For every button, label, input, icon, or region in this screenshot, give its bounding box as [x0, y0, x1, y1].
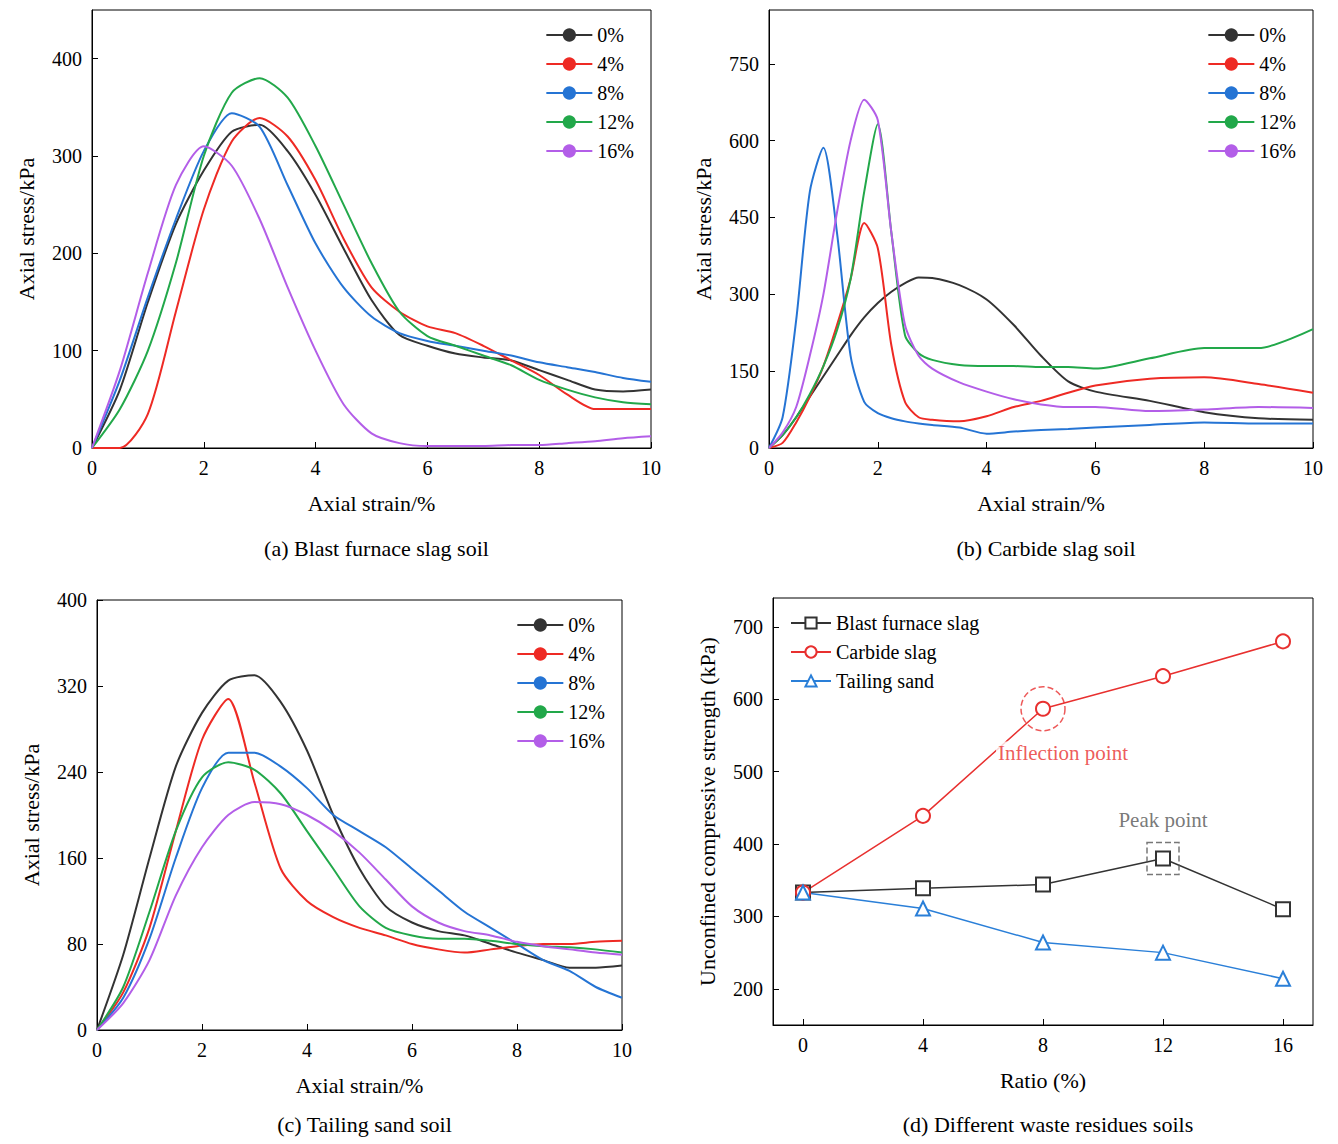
svg-text:600: 600 [733, 688, 763, 710]
svg-text:0: 0 [77, 1019, 87, 1041]
svg-text:(b) Carbide slag soil: (b) Carbide slag soil [956, 536, 1135, 561]
svg-text:6: 6 [407, 1039, 417, 1061]
svg-text:200: 200 [52, 242, 82, 264]
svg-text:(c) Tailing sand soil: (c) Tailing sand soil [277, 1112, 452, 1137]
svg-text:0%: 0% [597, 24, 624, 46]
svg-text:0: 0 [764, 457, 774, 479]
svg-text:10: 10 [1303, 457, 1323, 479]
svg-text:12: 12 [1153, 1034, 1173, 1056]
svg-text:Peak point: Peak point [1118, 808, 1207, 832]
svg-text:6: 6 [1090, 457, 1100, 479]
svg-text:300: 300 [52, 145, 82, 167]
svg-text:4: 4 [311, 457, 321, 479]
svg-text:Axial strain/%: Axial strain/% [296, 1073, 424, 1098]
svg-text:Axial stress/kPa: Axial stress/kPa [14, 158, 39, 301]
svg-text:80: 80 [67, 933, 87, 955]
svg-text:400: 400 [57, 589, 87, 611]
svg-text:Blast furnace slag: Blast furnace slag [836, 612, 979, 635]
svg-text:10: 10 [641, 457, 661, 479]
svg-text:16: 16 [1273, 1034, 1293, 1056]
svg-text:8%: 8% [1259, 82, 1286, 104]
svg-text:8: 8 [1199, 457, 1209, 479]
svg-text:Axial strain/%: Axial strain/% [977, 491, 1105, 516]
svg-text:320: 320 [57, 675, 87, 697]
svg-text:600: 600 [729, 130, 759, 152]
svg-text:0%: 0% [1259, 24, 1286, 46]
svg-text:Axial stress/kPa: Axial stress/kPa [19, 744, 44, 887]
svg-text:12%: 12% [597, 111, 634, 133]
svg-text:200: 200 [733, 978, 763, 1000]
svg-text:4%: 4% [597, 53, 624, 75]
svg-text:400: 400 [733, 833, 763, 855]
svg-text:4%: 4% [1259, 53, 1286, 75]
svg-text:100: 100 [52, 340, 82, 362]
svg-text:300: 300 [733, 905, 763, 927]
svg-text:300: 300 [729, 283, 759, 305]
svg-text:8%: 8% [568, 672, 595, 694]
svg-text:Unconfined compressive strengt: Unconfined compressive strength (kPa) [695, 637, 720, 986]
svg-text:8%: 8% [597, 82, 624, 104]
svg-text:(a) Blast furnace slag soil: (a) Blast furnace slag soil [264, 536, 489, 561]
svg-text:Axial stress/kPa: Axial stress/kPa [691, 158, 716, 301]
svg-text:16%: 16% [597, 140, 634, 162]
svg-text:10: 10 [612, 1039, 632, 1061]
svg-text:400: 400 [52, 48, 82, 70]
svg-text:500: 500 [733, 761, 763, 783]
svg-text:Axial strain/%: Axial strain/% [308, 491, 436, 516]
svg-text:0%: 0% [568, 614, 595, 636]
svg-text:4: 4 [302, 1039, 312, 1061]
svg-text:Inflection point: Inflection point [998, 741, 1128, 765]
svg-text:700: 700 [733, 616, 763, 638]
svg-text:8: 8 [1038, 1034, 1048, 1056]
svg-text:2: 2 [197, 1039, 207, 1061]
svg-text:240: 240 [57, 761, 87, 783]
svg-text:8: 8 [534, 457, 544, 479]
svg-text:0: 0 [92, 1039, 102, 1061]
svg-text:4: 4 [982, 457, 992, 479]
svg-text:Tailing sand: Tailing sand [836, 670, 934, 693]
svg-text:2: 2 [199, 457, 209, 479]
svg-text:6: 6 [422, 457, 432, 479]
svg-text:16%: 16% [1259, 140, 1296, 162]
svg-text:0: 0 [87, 457, 97, 479]
svg-text:160: 160 [57, 847, 87, 869]
svg-text:12%: 12% [1259, 111, 1296, 133]
svg-text:4%: 4% [568, 643, 595, 665]
svg-text:0: 0 [798, 1034, 808, 1056]
svg-text:150: 150 [729, 360, 759, 382]
svg-text:16%: 16% [568, 730, 605, 752]
svg-text:8: 8 [512, 1039, 522, 1061]
svg-text:4: 4 [918, 1034, 928, 1056]
svg-text:450: 450 [729, 206, 759, 228]
svg-text:(d) Different waste residues s: (d) Different waste residues soils [903, 1112, 1193, 1137]
svg-text:0: 0 [72, 437, 82, 459]
svg-text:12%: 12% [568, 701, 605, 723]
svg-text:2: 2 [873, 457, 883, 479]
svg-text:0: 0 [749, 437, 759, 459]
svg-text:Ratio (%): Ratio (%) [1000, 1068, 1086, 1093]
svg-text:750: 750 [729, 53, 759, 75]
svg-text:Carbide slag: Carbide slag [836, 641, 937, 664]
